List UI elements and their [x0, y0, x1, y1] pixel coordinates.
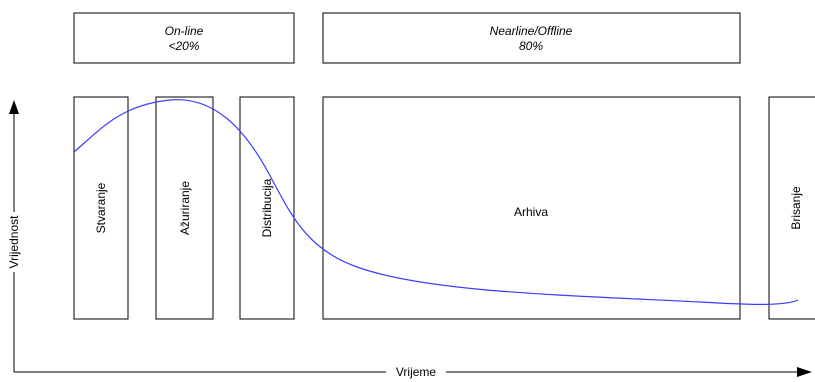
- nearline-box: Nearline/Offline 80%: [322, 12, 741, 64]
- stage-distribucija: Distribucija: [239, 96, 295, 320]
- stage-brisanje: Brisanje: [768, 96, 815, 320]
- online-box-percent: <20%: [168, 39, 199, 53]
- y-axis: Vrijednost: [7, 100, 21, 372]
- x-axis-label: Vrijeme: [396, 365, 437, 379]
- stage-distribucija-label: Distribucija: [260, 178, 274, 237]
- y-axis-label: Vrijednost: [7, 215, 21, 269]
- nearline-box-title: Nearline/Offline: [490, 24, 573, 38]
- x-axis-arrow: [797, 367, 812, 377]
- stage-arhiva: Arhiva: [322, 96, 741, 320]
- online-box: On-line <20%: [73, 12, 295, 64]
- value-curve: [73, 99, 799, 305]
- stage-arhiva-label: Arhiva: [514, 205, 548, 219]
- stage-brisanje-label: Brisanje: [789, 186, 803, 230]
- stage-azuriranje: Ažuriranje: [155, 96, 214, 320]
- stage-stvaranje-label: Stvaranje: [94, 182, 108, 233]
- y-axis-arrow: [9, 100, 19, 114]
- online-box-title: On-line: [165, 24, 204, 38]
- x-axis: Vrijeme: [14, 365, 812, 379]
- nearline-box-percent: 80%: [519, 39, 543, 53]
- stage-stvaranje: Stvaranje: [73, 96, 129, 320]
- stage-azuriranje-label: Ažuriranje: [178, 181, 192, 235]
